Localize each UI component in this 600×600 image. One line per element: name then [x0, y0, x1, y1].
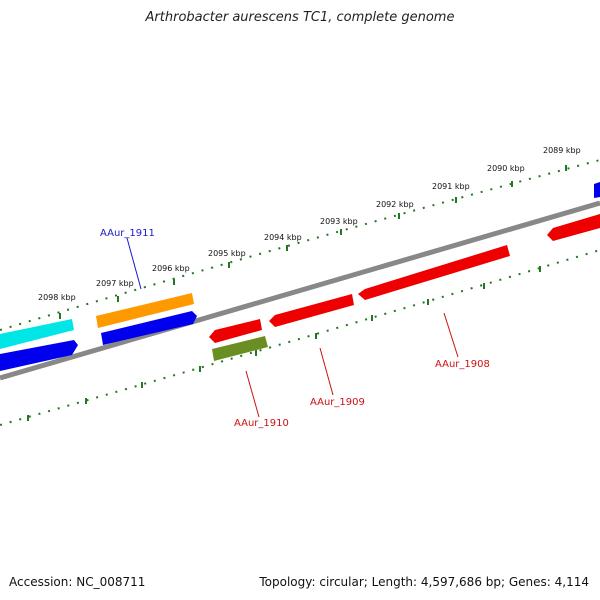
- map-title: Arthrobacter aurescens TC1, complete gen…: [145, 10, 455, 25]
- scale-label: 2097 kbp: [96, 279, 134, 288]
- label-leaders: [126, 237, 459, 418]
- gene-feature-blue-2: [101, 311, 197, 345]
- gene-label-reverse: AAur_1908: [435, 359, 490, 370]
- gene-feature-blue: [0, 340, 78, 371]
- gene-label-reverse: AAur_1910: [234, 418, 289, 429]
- scale-label: 2091 kbp: [432, 182, 470, 191]
- scale-label: 2092 kbp: [376, 200, 414, 209]
- gene-labels: AAur_1911 AAur_1910 AAur_1909 AAur_1908: [100, 228, 490, 429]
- leader-aaur-1910: [245, 370, 260, 418]
- scale-label: 2089 kbp: [543, 146, 581, 155]
- gene-feature-olive: [212, 336, 268, 361]
- gene-feature-cyan: [0, 319, 74, 349]
- scale-label: 2095 kbp: [208, 249, 246, 258]
- leader-aaur-1909: [319, 347, 334, 396]
- outer-major-ticks: [59, 165, 567, 319]
- leader-aaur-1911: [126, 237, 142, 290]
- outer-tick-track: [0, 159, 600, 331]
- scale-label: 2093 kbp: [320, 217, 358, 226]
- gene-label-reverse: AAur_1909: [310, 397, 365, 408]
- gene-label-forward: AAur_1911: [100, 228, 155, 239]
- genome-backbone: [0, 200, 600, 381]
- gene-feature-red-2: [269, 294, 354, 327]
- scale-label: 2096 kbp: [152, 264, 190, 273]
- scale-labels: 2089 kbp 2090 kbp 2091 kbp 2092 kbp 2093…: [38, 146, 581, 302]
- genome-summary: Topology: circular; Length: 4,597,686 bp…: [259, 575, 589, 589]
- reverse-features: [209, 214, 600, 361]
- gene-feature-red-3: [358, 245, 510, 300]
- gene-feature-red-4: [547, 214, 600, 241]
- inner-tick-track: [0, 249, 600, 426]
- accession-text: Accession: NC_008711: [9, 575, 146, 589]
- gene-feature-orange: [96, 293, 194, 328]
- gene-feature-red-1: [209, 319, 262, 343]
- gene-feature-blue-edge: [594, 182, 600, 198]
- scale-label: 2090 kbp: [487, 164, 525, 173]
- inner-major-ticks: [27, 266, 541, 421]
- leader-aaur-1908: [443, 312, 459, 358]
- forward-features: [0, 182, 600, 371]
- scale-label: 2094 kbp: [264, 233, 302, 242]
- scale-label: 2098 kbp: [38, 293, 76, 302]
